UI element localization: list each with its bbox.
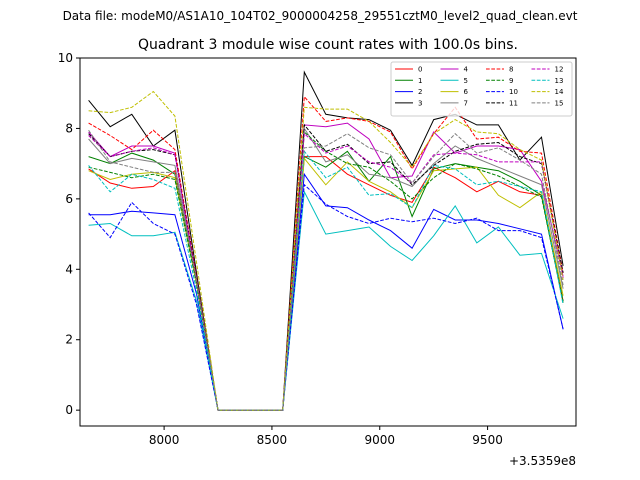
series-line-11 <box>88 123 564 411</box>
legend-label-9: 9 <box>509 77 513 85</box>
legend-label-0: 0 <box>418 66 422 74</box>
series-line-8 <box>88 95 564 411</box>
series-line-6 <box>88 157 564 411</box>
series-line-9 <box>88 130 564 411</box>
series-line-12 <box>88 132 564 411</box>
legend-label-4: 4 <box>464 66 469 74</box>
series-line-0 <box>88 156 564 411</box>
y-tick-label: 4 <box>65 262 73 276</box>
series-line-7 <box>88 126 564 411</box>
series-line-14 <box>88 90 564 411</box>
series-line-3 <box>88 70 564 411</box>
legend-label-7: 7 <box>464 99 468 107</box>
x-tick-label: 8500 <box>257 433 288 447</box>
x-tick-label: 9500 <box>472 433 503 447</box>
legend-label-6: 6 <box>464 88 469 96</box>
plot-area <box>88 70 564 411</box>
series-line-13 <box>88 150 564 411</box>
series-line-10 <box>88 183 564 411</box>
legend-label-10: 10 <box>509 88 518 96</box>
y-tick-label: 10 <box>58 51 73 65</box>
x-offset-label: +3.5359e8 <box>509 454 576 468</box>
legend-label-15: 15 <box>555 99 564 107</box>
series-line-5 <box>88 190 564 411</box>
series-line-15 <box>88 129 564 411</box>
chart-title: Quadrant 3 module wise count rates with … <box>138 37 518 53</box>
y-tick-label: 0 <box>65 403 73 417</box>
legend-label-13: 13 <box>555 77 564 85</box>
suptitle: Data file: modeM0/AS1A10_104T02_90000042… <box>63 9 578 23</box>
legend-box <box>390 61 573 117</box>
plot-frame <box>79 57 577 427</box>
x-tick-label: 8000 <box>149 433 180 447</box>
y-axis: 0 2 4 6 8 10 <box>58 51 80 417</box>
legend-label-3: 3 <box>418 99 422 107</box>
series-line-2 <box>88 172 564 411</box>
y-tick-label: 8 <box>65 121 73 135</box>
series-line-4 <box>88 122 564 411</box>
y-tick-label: 6 <box>65 192 73 206</box>
x-axis: 8000 8500 9000 9500 <box>149 426 503 447</box>
legend-label-5: 5 <box>464 77 468 85</box>
legend-label-14: 14 <box>555 88 564 96</box>
legend-label-8: 8 <box>509 66 513 74</box>
legend-label-12: 12 <box>555 66 564 74</box>
legend-label-11: 11 <box>509 99 518 107</box>
legend-label-1: 1 <box>418 77 422 85</box>
legend-label-2: 2 <box>418 88 422 96</box>
x-tick-label: 9000 <box>364 433 395 447</box>
y-tick-label: 2 <box>65 333 73 347</box>
series-line-1 <box>88 150 564 411</box>
